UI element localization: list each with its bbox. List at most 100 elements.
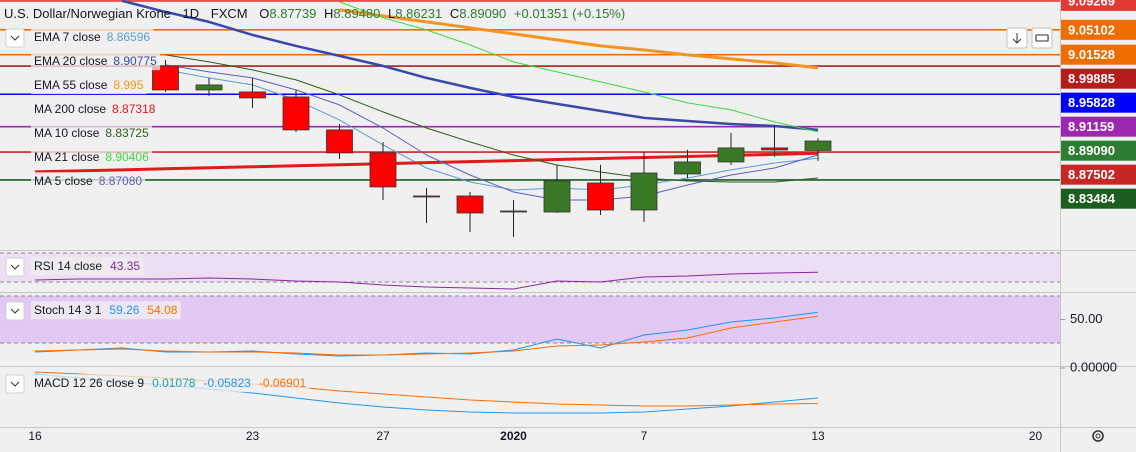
price-tag: [1061, 140, 1136, 161]
ohlc-value: 8.89480: [333, 6, 380, 21]
price-tag-label: 9.05102: [1068, 22, 1115, 37]
indicator-line: [165, 64, 819, 201]
price-tag: [1061, 44, 1136, 65]
pane-legend: RSI 14 close 43.35: [34, 259, 140, 273]
legend-name: EMA 7 close: [34, 30, 101, 44]
legend-value: 8.87318: [112, 102, 156, 116]
x-tick-label: 2020: [500, 429, 527, 443]
legend-value: 8.90775: [113, 54, 157, 68]
candle-body: [456, 195, 484, 214]
ohlc-label: C: [450, 6, 459, 21]
band-fill: [0, 252, 1060, 282]
legend-entry: EMA 20 close 8.90775: [34, 54, 157, 68]
candle-body: [152, 65, 179, 91]
x-tick-label: 13: [811, 429, 825, 443]
candle-body: [587, 182, 614, 211]
reset-button[interactable]: [1031, 27, 1053, 49]
symbol: U.S. Dollar/Norwegian Krone: [4, 6, 171, 21]
x-tick-label: 27: [376, 429, 390, 443]
collapse-button[interactable]: [5, 301, 25, 321]
candle-body: [500, 210, 527, 213]
pane-title: Stoch 14 3 1: [34, 303, 102, 317]
candle-body: [674, 161, 701, 175]
settings-button[interactable]: [1092, 430, 1104, 442]
price-tag: [1061, 68, 1136, 89]
legend-entry: MA 21 close 8.90406: [34, 150, 149, 164]
gear-hub: [1095, 433, 1101, 439]
price-tag-label: 8.87502: [1068, 167, 1115, 182]
legend-entry: EMA 55 close 8.995: [34, 78, 144, 92]
pane-title: MACD 12 26 close 9: [34, 376, 144, 390]
price-tag-label: 8.83484: [1068, 191, 1116, 206]
legend-value: 8.90406: [105, 150, 149, 164]
readout: -0.05823: [203, 376, 251, 390]
chevron-icon: [10, 381, 20, 387]
indicator-line: [34, 271, 819, 290]
ohlc-value: 8.86231: [395, 6, 442, 21]
symbol-header: U.S. Dollar/Norwegian Krone 1D FXCM O8.8…: [4, 6, 625, 21]
chevron-icon: [10, 264, 20, 270]
readout: -0.06901: [259, 376, 307, 390]
ohlc-value: 8.89090: [459, 6, 506, 21]
candle-body: [239, 91, 266, 99]
indicator-line: [165, 54, 819, 183]
legend-background: [31, 172, 146, 191]
x-tick-label: 7: [641, 429, 648, 443]
candle-body: [195, 84, 223, 91]
ohlc-label: H: [324, 6, 333, 21]
legend-background: [31, 148, 153, 167]
exchange: FXCM: [211, 6, 248, 21]
legend-entry: EMA 7 close 8.86596: [34, 30, 150, 44]
gear-icon[interactable]: [1092, 430, 1104, 442]
legend-background: [31, 52, 161, 71]
legend-background: [31, 124, 153, 143]
readout: 59.26: [109, 303, 139, 317]
indicator-line: [339, 8, 819, 70]
y-tick-label: 0.00000: [1070, 359, 1117, 374]
candle-body: [413, 195, 440, 198]
indicator-line: [339, 1, 819, 133]
ohlc-label: L: [388, 6, 395, 21]
readout: 0.01078: [152, 376, 196, 390]
legend-value: 8.995: [113, 78, 143, 92]
rsi-pane: [0, 252, 1060, 290]
price-tag: [1061, 92, 1136, 113]
legend-entry: MA 10 close 8.83725: [34, 126, 149, 140]
scroll-down-button[interactable]: [1006, 27, 1028, 49]
readout: 54.08: [147, 303, 177, 317]
price-tag-label: 8.95828: [1068, 95, 1115, 110]
legend-name: EMA 55 close: [34, 78, 108, 92]
indicator-line: [165, 69, 819, 191]
x-tick-label: 16: [28, 429, 42, 443]
price-tag-label: 9.01528: [1068, 47, 1115, 62]
ohlc-value: 8.87739: [269, 6, 316, 21]
y-tick-label: 50.00: [1070, 311, 1103, 326]
legend-name: MA 5 close: [34, 174, 93, 188]
chevron-icon: [10, 308, 20, 314]
overlay: 16 23 27 2020 7 13 20 9.09269 9.05102 9.01528 8.99…: [5, 0, 1136, 443]
candle-body: [804, 140, 832, 151]
price-tag-label: 9.09269: [1068, 0, 1115, 8]
legend-value: 8.87080: [99, 174, 143, 188]
pane-title: RSI 14 close: [34, 259, 102, 273]
legend-name: MA 200 close: [34, 102, 106, 116]
legend-value: 8.86596: [107, 30, 151, 44]
indicator-line: [34, 311, 819, 357]
button-frame[interactable]: [1031, 27, 1053, 49]
indicator-line: [34, 315, 819, 356]
collapse-button[interactable]: [5, 374, 25, 394]
candle-body: [543, 180, 571, 213]
legend-background: [31, 76, 147, 95]
legend-background: [31, 28, 154, 47]
price-tag: [1061, 164, 1136, 185]
candle-body: [717, 147, 745, 163]
legend-name: MA 21 close: [34, 150, 100, 164]
chevron-icon: [10, 35, 20, 41]
collapse-button[interactable]: [5, 257, 25, 277]
price-tag: [1061, 19, 1136, 40]
candle-body: [369, 152, 397, 188]
legend-value: 8.83725: [105, 126, 149, 140]
legend-background: [31, 100, 159, 119]
collapse-button[interactable]: [5, 28, 25, 48]
